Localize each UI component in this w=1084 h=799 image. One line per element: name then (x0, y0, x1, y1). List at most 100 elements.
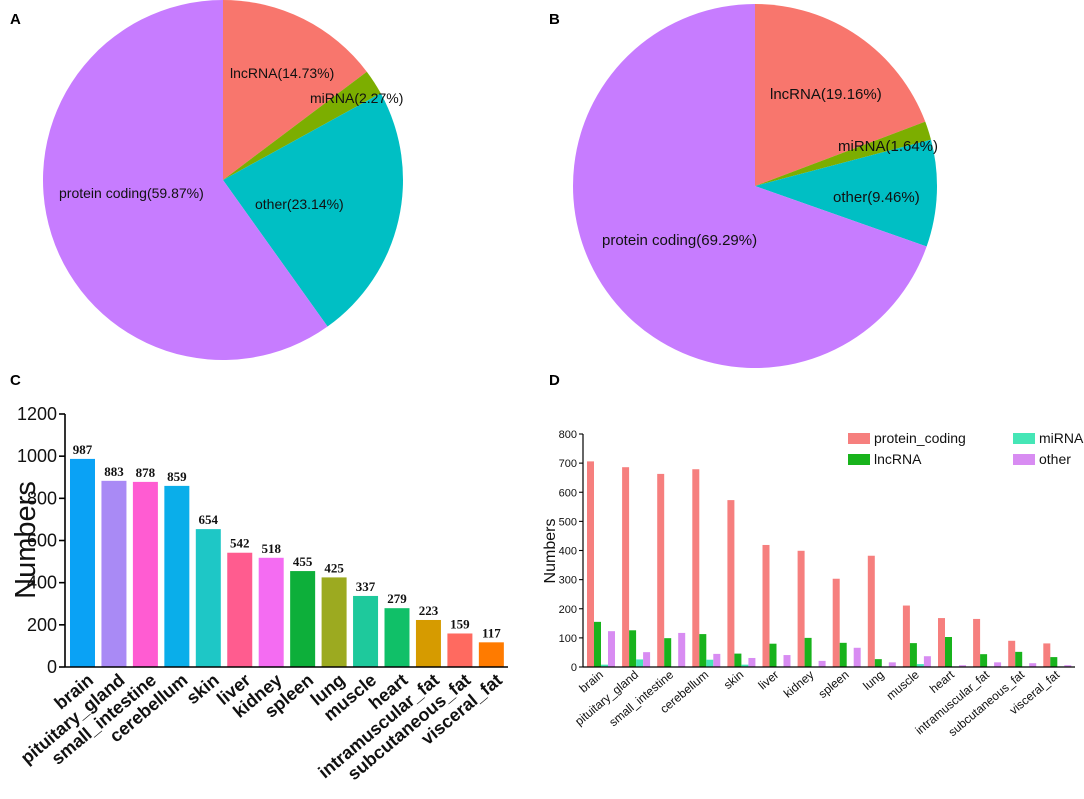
bar-cerebellum-lncrna (699, 634, 707, 667)
pie-label-protein-coding: protein coding(69.29%) (602, 232, 757, 249)
y-tick-label: 100 (559, 633, 577, 645)
bar-skin-mirna (741, 664, 749, 667)
value-label-intramuscular-fat: 223 (419, 603, 439, 618)
legend-swatch-protein-coding (848, 433, 870, 444)
bar-subcutaneous-fat-lncrna (1015, 651, 1023, 667)
bar-heart-lncrna (945, 637, 952, 667)
bar-kidney-protein-coding (797, 550, 805, 667)
panel-letter-c: C (10, 372, 21, 389)
value-label-visceral-fat: 117 (482, 625, 501, 640)
y-tick-label: 600 (559, 487, 577, 499)
bar-lung-other (888, 662, 896, 667)
bar-brain-protein-coding (587, 461, 594, 667)
legend-label-protein-coding: protein_coding (874, 430, 966, 446)
pie-label-lncrna: lncRNA(19.16%) (770, 86, 882, 103)
pie-chart-a (43, 0, 404, 360)
y-tick-label: 200 (27, 615, 57, 635)
value-label-spleen: 455 (293, 554, 313, 569)
bar-muscle-protein-coding (902, 605, 910, 667)
bar-muscle (353, 595, 379, 667)
value-label-kidney: 518 (261, 541, 281, 556)
pie-slice-lncrna (223, 0, 367, 180)
category-label-brain: brain (576, 668, 605, 696)
bar-intramuscular-fat-protein-coding (973, 618, 981, 667)
bar-spleen-protein-coding (832, 578, 840, 667)
y-tick-label: 0 (47, 657, 57, 677)
bar-brain-lncrna (594, 621, 601, 667)
panel-b: B lncRNA(19.16%) miRNA(1.64%) other(9.46… (549, 4, 938, 368)
bar-spleen (290, 571, 316, 667)
bar-small-intestine-other (678, 632, 686, 667)
bar-skin (195, 529, 221, 668)
bar-visceral-fat-protein-coding (1043, 643, 1051, 667)
legend-label-lncrna: lncRNA (874, 451, 922, 467)
bar-skin-other (748, 657, 756, 667)
legend-label-other: other (1039, 451, 1071, 467)
bar-liver-lncrna (769, 643, 777, 667)
bar-pituitary-gland-mirna (636, 659, 644, 667)
bar-intramuscular-fat (415, 619, 441, 667)
bar-pituitary-gland-lncrna (629, 630, 637, 667)
category-label-spleen: spleen (816, 668, 852, 701)
bar-skin-lncrna (734, 653, 742, 667)
y-tick-label: 500 (559, 516, 577, 528)
value-label-small-intestine: 878 (136, 465, 156, 480)
bar-liver-protein-coding (762, 544, 770, 667)
bar-heart (384, 608, 410, 667)
pie-chart-b (573, 4, 938, 368)
category-label-lung: lung (860, 668, 886, 693)
y-tick-label: 700 (559, 458, 577, 470)
bar-cerebellum-other (713, 653, 721, 667)
bar-small-intestine-protein-coding (657, 473, 665, 667)
bar-lung (321, 577, 347, 667)
panel-letter-a: A (10, 11, 21, 28)
panel-a: A lncRNA(14.73%) miRNA(2.27%) other(23.1… (10, 0, 403, 360)
bar-visceral-fat-lncrna (1050, 657, 1058, 667)
pie-slice-lncrna (755, 4, 926, 186)
legend-swatch-other (1013, 454, 1035, 465)
value-label-brain: 987 (73, 442, 93, 457)
value-label-skin: 654 (199, 512, 219, 527)
y-tick-label: 1000 (17, 446, 57, 466)
pie-label-lncrna: lncRNA(14.73%) (230, 65, 334, 81)
value-label-liver: 542 (230, 536, 250, 551)
category-label-liver: liver (756, 668, 782, 693)
pie-label-protein-coding: protein coding(59.87%) (59, 185, 204, 201)
value-label-muscle: 337 (356, 579, 376, 594)
y-tick-label: 800 (27, 488, 57, 508)
pie-slice-protein-coding (573, 4, 927, 368)
y-tick-label: 800 (559, 429, 577, 441)
pie-label-mirna: miRNA(2.27%) (310, 90, 403, 106)
bar-subcutaneous-fat-other (1029, 663, 1037, 667)
bar-small-intestine (132, 481, 158, 667)
y-tick-label: 300 (559, 575, 577, 587)
bar-spleen-other (853, 647, 861, 667)
bar-visceral-fat (478, 642, 504, 667)
legend-swatch-mirna (1013, 433, 1035, 444)
bar-pituitary-gland (101, 480, 127, 667)
bar-brain-other (608, 631, 615, 667)
pie-label-mirna: miRNA(1.64%) (838, 138, 938, 155)
bar-kidney-other (818, 660, 826, 667)
bar-cerebellum-mirna (706, 659, 714, 667)
category-label-skin: skin (182, 670, 222, 708)
bar-kidney-lncrna (804, 637, 812, 668)
category-label-muscle: muscle (884, 667, 922, 702)
pie-slice-other (755, 139, 938, 247)
y-tick-label: 400 (27, 573, 57, 593)
bar-visceral-fat-other (1064, 665, 1072, 667)
bar-pituitary-gland-protein-coding (622, 467, 630, 667)
legend-label-mirna: miRNA (1039, 430, 1084, 446)
bar-cerebellum-protein-coding (692, 469, 700, 667)
pie-slice-other (223, 93, 404, 327)
bar-brain-mirna (601, 664, 608, 667)
grouped-bar-chart-d: brainpituitary_glandsmall_intestinecereb… (559, 429, 1075, 739)
bar-kidney (258, 557, 284, 667)
value-label-lung: 425 (324, 560, 344, 575)
y-tick-label: 200 (559, 604, 577, 616)
legend-d: protein_coding lncRNA miRNA other (848, 430, 1084, 467)
bar-liver-other (783, 655, 791, 667)
value-label-pituitary-gland: 883 (104, 464, 124, 479)
bar-heart-other (959, 665, 966, 667)
bar-lung-protein-coding (867, 555, 875, 667)
